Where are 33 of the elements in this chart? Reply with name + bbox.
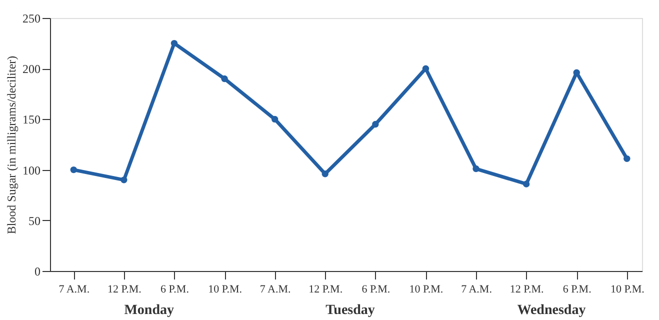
y-tick-label: 50 <box>28 214 40 228</box>
y-tick-label: 0 <box>34 264 40 278</box>
point <box>624 155 630 162</box>
point <box>472 165 480 172</box>
x-tick-label: 6 P.M. <box>562 284 592 296</box>
x-tick-label: 10 P.M. <box>208 284 242 296</box>
y-tick-label: 100 <box>22 163 40 178</box>
text: Wednesday <box>517 303 586 318</box>
y-tick-label: 150 <box>22 112 40 127</box>
text: Tuesday <box>326 303 375 318</box>
x-tick-label: 7 A.M. <box>260 284 292 296</box>
x-tick-label: 7 A.M. <box>58 284 90 296</box>
point <box>120 176 128 184</box>
x-tick-label: 12 P.M. <box>308 284 343 296</box>
y-tick-label: 250 <box>22 12 40 26</box>
point <box>70 166 77 174</box>
x-tick-label: 6 P.M. <box>362 284 390 296</box>
y-tick-label: 200 <box>22 62 40 76</box>
point <box>422 65 430 72</box>
point <box>170 40 178 47</box>
point <box>221 75 228 82</box>
x-tick-label: 12 P.M. <box>107 284 142 296</box>
point <box>322 170 328 178</box>
point <box>372 120 379 128</box>
text: Monday <box>124 303 174 318</box>
x-tick-label: 10 P.M. <box>610 284 645 296</box>
point <box>522 180 530 188</box>
point <box>271 116 278 123</box>
x-tick-label: 6 P.M. <box>160 284 190 296</box>
x-tick-label: 10 P.M. <box>409 284 444 296</box>
y-axis-title: Blood Sugar (in milligrams/deciliter) <box>4 56 18 234</box>
x-tick-label: 7 A.M. <box>461 284 492 296</box>
x-tick-label: 12 P.M. <box>510 284 544 296</box>
